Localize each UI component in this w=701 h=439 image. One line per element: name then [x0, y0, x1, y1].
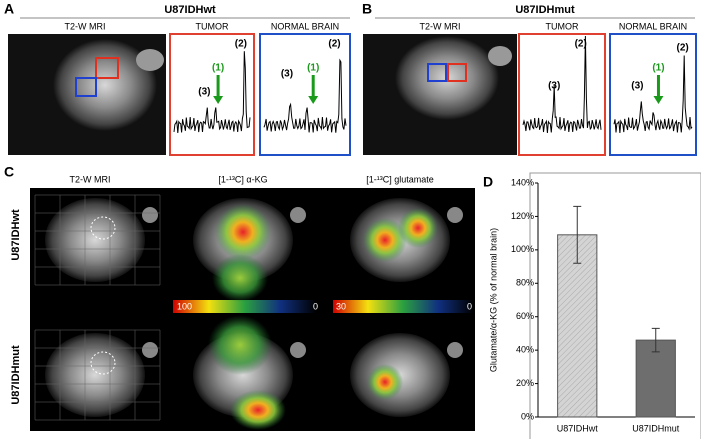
colorbar-max: 30 — [336, 301, 346, 311]
arrowhead — [308, 96, 319, 104]
panel-label: B — [362, 1, 372, 17]
tumor-outline — [90, 216, 116, 240]
heat — [208, 315, 272, 375]
heat — [212, 254, 268, 302]
tumor-spectrum-box — [518, 33, 606, 156]
eye — [447, 342, 463, 358]
peak-label: (3) — [631, 81, 643, 92]
error-bar — [651, 327, 660, 353]
eye — [447, 207, 463, 223]
y-tick-label: 0% — [521, 411, 534, 421]
eye — [488, 46, 512, 66]
tumor-outline — [90, 351, 116, 375]
peak-label: (2) — [235, 39, 247, 50]
column-header: TUMOR — [546, 21, 579, 31]
bar — [557, 234, 598, 418]
spectrum — [173, 51, 251, 133]
column-header: [1-¹³C] α-KG — [218, 174, 267, 184]
arrowhead — [213, 96, 224, 104]
colorbar-max: 100 — [177, 301, 192, 311]
column-header: [1-¹³C] glutamate — [366, 174, 434, 184]
column-header: NORMAL BRAIN — [271, 21, 339, 31]
eye — [142, 207, 158, 223]
panel-label: D — [483, 174, 493, 190]
peak-label: (3) — [548, 81, 560, 92]
brain — [45, 333, 145, 417]
panel-label: A — [4, 1, 14, 17]
colorbar — [173, 300, 316, 313]
y-axis-label: Glutamate/α-KG (% of normal brain) — [488, 228, 498, 372]
column-header: NORMAL BRAIN — [619, 21, 687, 31]
y-tick-label: 60% — [516, 311, 534, 321]
panel-title: U87IDHwt — [164, 4, 216, 16]
heat — [363, 218, 407, 262]
tumor-spectrum-box — [169, 33, 255, 156]
arrowhead — [653, 96, 664, 104]
column-header: T2-W MRI — [70, 174, 111, 184]
row-label: U87IDHwt — [10, 209, 22, 261]
y-tick-label: 120% — [511, 211, 534, 221]
spectrum — [613, 55, 693, 134]
y-tick-label: 80% — [516, 278, 534, 288]
heat — [215, 204, 271, 260]
heat — [398, 208, 438, 248]
peak-label: (2) — [328, 39, 340, 50]
colorbar-min: 0 — [313, 301, 318, 311]
x-tick-label: U87IDHwt — [557, 423, 599, 433]
column-header: T2-W MRI — [420, 21, 461, 31]
peak-label: (2) — [575, 39, 587, 50]
peak-label: (3) — [198, 87, 210, 98]
spectrum — [263, 58, 347, 133]
plot-frame — [529, 172, 701, 439]
panel-title: U87IDHmut — [515, 4, 575, 16]
roi-normal — [427, 63, 447, 82]
peak-label: (3) — [281, 69, 293, 80]
peak-label: (1) — [307, 63, 319, 74]
normal-spectrum-box — [259, 33, 351, 156]
column-header: TUMOR — [196, 21, 229, 31]
roi-tumor — [95, 57, 119, 79]
peak-label: (1) — [652, 63, 664, 74]
spectrum — [522, 35, 602, 133]
colorbar — [333, 300, 473, 313]
roi-tumor — [447, 63, 467, 82]
heat — [367, 364, 403, 400]
column-header: T2-W MRI — [65, 21, 106, 31]
brain — [53, 39, 157, 131]
eye — [290, 207, 306, 223]
heat — [230, 390, 286, 430]
eye — [136, 49, 164, 71]
peak-label: (2) — [677, 43, 689, 54]
roi-normal — [75, 77, 97, 97]
panel-label: C — [4, 164, 14, 180]
y-tick-label: 140% — [511, 177, 534, 187]
normal-spectrum-box — [609, 33, 697, 156]
brain — [45, 198, 145, 282]
row-label: U87IDHmut — [10, 345, 22, 405]
eye — [290, 342, 306, 358]
y-tick-label: 20% — [516, 378, 534, 388]
eye — [142, 342, 158, 358]
x-tick-label: U87IDHmut — [632, 423, 680, 433]
error-bar — [573, 205, 582, 264]
y-tick-label: 40% — [516, 345, 534, 355]
y-tick-label: 100% — [511, 244, 534, 254]
peak-label: (1) — [212, 63, 224, 74]
colorbar-min: 0 — [467, 301, 472, 311]
